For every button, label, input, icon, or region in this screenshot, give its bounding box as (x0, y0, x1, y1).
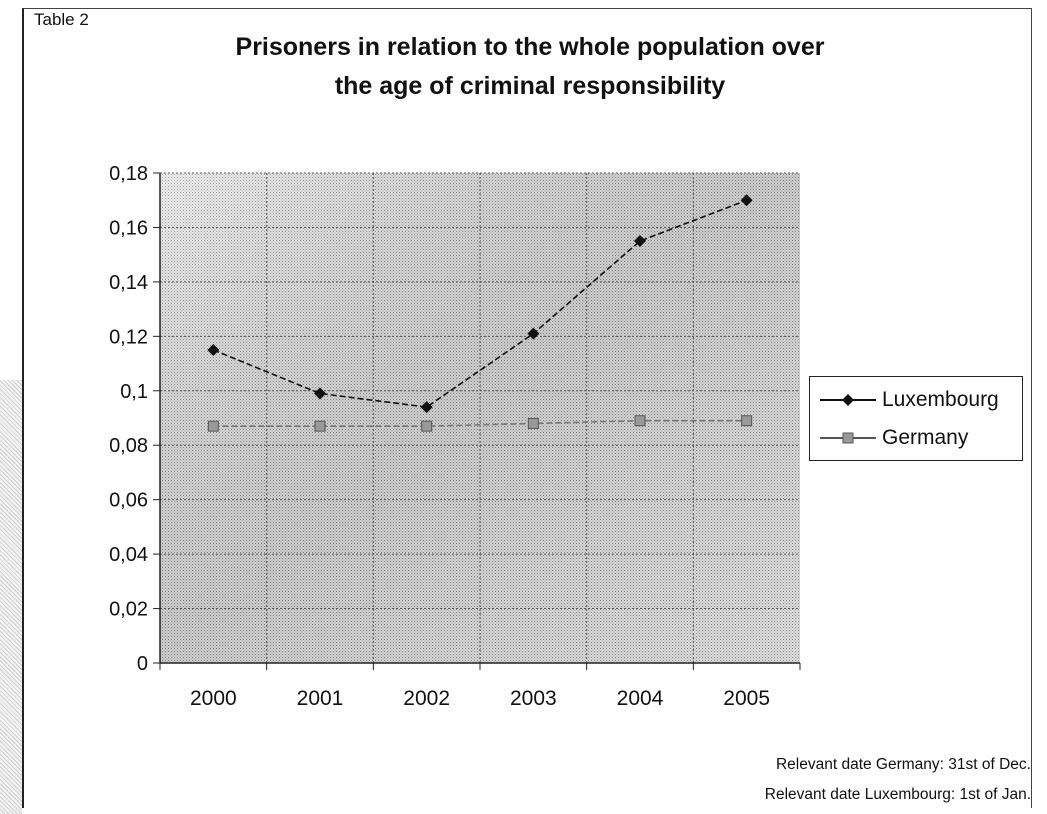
x-tick-label: 2004 (617, 687, 664, 710)
scan-edge (0, 380, 22, 814)
axes (153, 172, 801, 670)
legend: Luxembourg Germany (809, 376, 1023, 461)
data-point-germany (421, 420, 433, 432)
table-label: Table 2 (34, 10, 89, 29)
y-tick-label: 0,1 (120, 381, 148, 403)
y-tick-label: 0,06 (109, 490, 148, 512)
data-point-luxembourg (207, 343, 220, 356)
y-tick-label: 0,02 (109, 599, 148, 621)
y-tick-label: 0,18 (109, 163, 148, 185)
tick-labels: 0 0,02 0,04 0,06 0,08 0,1 0,12 0,14 0,16 0,18 2000… (109, 163, 770, 710)
grid-lines (160, 172, 800, 663)
y-tick-label: 0 (137, 653, 148, 675)
chart-title-line-1: Prisoners in relation to the whole popul… (235, 33, 825, 61)
legend-swatch-germany (820, 432, 876, 444)
y-tick-label: 0,12 (109, 326, 148, 348)
series-line-germany (213, 419, 747, 427)
x-tick-label: 2001 (297, 687, 344, 710)
legend-label-germany: Germany (882, 426, 969, 449)
data-point-luxembourg (314, 387, 326, 400)
note-luxembourg: Relevant date Luxembourg: 1st of Jan. (764, 786, 1031, 803)
y-tick-label: 0,08 (109, 435, 148, 457)
x-tick-label: 2003 (510, 687, 557, 710)
legend-swatch-luxembourg (820, 394, 876, 406)
y-tick-label: 0,04 (109, 544, 148, 566)
data-point-luxembourg (420, 401, 433, 414)
chart-frame (22, 8, 1032, 808)
data-point-luxembourg (527, 327, 540, 340)
data-point-germany (207, 420, 219, 432)
x-tick-label: 2002 (403, 687, 450, 710)
legend-label-luxembourg: Luxembourg (882, 388, 999, 411)
data-point-germany (741, 415, 753, 427)
legend-item-germany: Germany (818, 423, 968, 453)
data-point-germany (527, 417, 539, 429)
data-point-luxembourg (634, 235, 646, 248)
data-point-germany (634, 415, 646, 427)
y-tick-label: 0,16 (109, 217, 148, 239)
x-tick-label: 2000 (190, 687, 237, 710)
legend-item-luxembourg: Luxembourg (818, 385, 999, 415)
chart-title-line-2: the age of criminal responsibility (334, 72, 726, 100)
note-germany: Relevant date Germany: 31st of Dec. (775, 756, 1031, 773)
x-tick-label: 2005 (723, 687, 770, 710)
y-tick-label: 0,14 (109, 272, 148, 294)
data-series (207, 194, 753, 432)
chart-title: Prisoners in relation to the whole popul… (120, 28, 940, 106)
data-point-germany (314, 420, 326, 432)
data-point-luxembourg (740, 194, 753, 207)
